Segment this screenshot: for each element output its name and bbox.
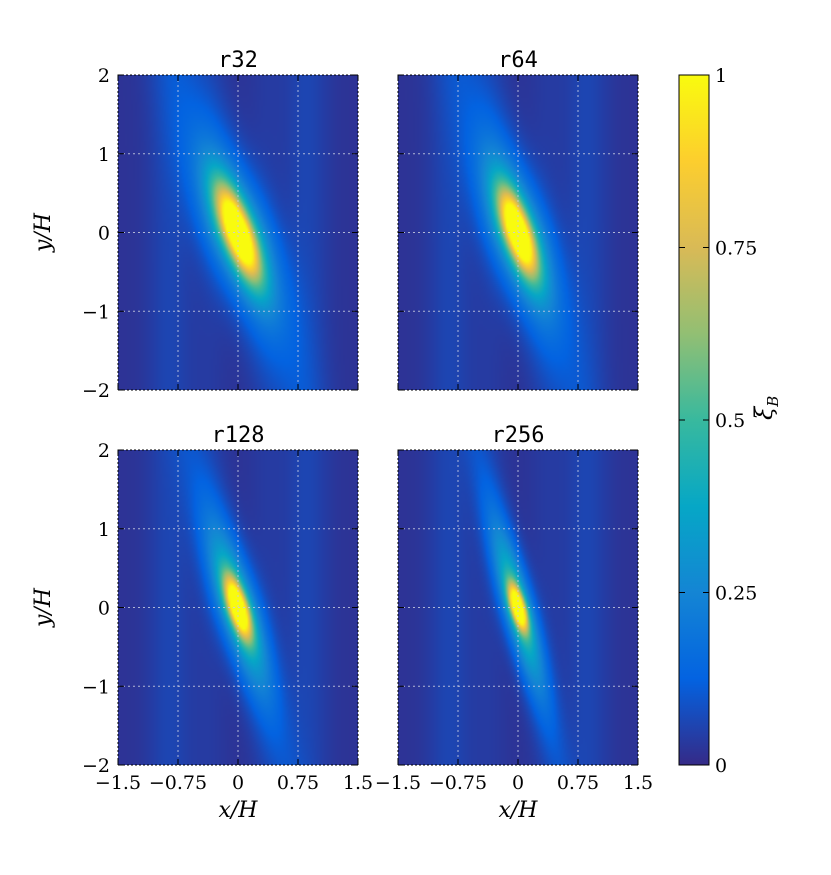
colorbar-ticks: 1 0.75 0.5 0.25 0 (679, 65, 757, 777)
y-axis-label: y/H (31, 212, 56, 253)
y-tick-label: −2 (82, 755, 110, 777)
colorbar-tick-label: 0.75 (715, 238, 757, 260)
x-tick-label: 1.5 (623, 772, 653, 794)
x-tick-label: −1.5 (375, 772, 421, 794)
panel-r128: r128 2 1 0 −1 −2−1.5 −0.75 0 0.75 1.5 y/H x/H (31, 423, 373, 823)
panel-title: r128 (212, 423, 265, 448)
y-tick-label: 0 (98, 223, 110, 245)
x-tick-label: −1.5 (95, 772, 141, 794)
y-tick-label: 2 (98, 65, 110, 87)
colorbar-label: ξB (750, 396, 782, 420)
x-tick-label: 0 (232, 772, 244, 794)
y-tick-label: −1 (82, 301, 110, 323)
x-axis-label: x/H (218, 798, 258, 823)
colorbar-label-sub: B (764, 396, 782, 408)
panel-title: r64 (498, 48, 538, 73)
x-tick-label: 0.75 (277, 772, 319, 794)
colorbar-label-main: ξ (750, 405, 778, 420)
colorbar: 1 0.75 0.5 0.25 0 ξB (678, 65, 782, 777)
y-tick-label: 1 (98, 519, 110, 541)
panel-r32: r32 2 1 0 −1 −2 y/H (31, 48, 359, 402)
y-tick-label: −2 (82, 380, 110, 402)
colorbar-tick-label: 0.5 (715, 410, 745, 432)
panel-title: r256 (492, 423, 545, 448)
y-tick-label: −1 (82, 676, 110, 698)
colorbar-tick-label: 0.25 (715, 583, 757, 605)
panel-title: r32 (218, 48, 258, 73)
panel-r256: r256 −1.5 −0.75 0 0.75 1.5 x/H (375, 423, 653, 823)
y-tick-label: 1 (98, 144, 110, 166)
colorbar-tick-label: 0 (715, 755, 727, 777)
panel-r64: r64 (397, 48, 639, 391)
y-tick-label: 0 (98, 598, 110, 620)
x-tick-label: 0.75 (557, 772, 599, 794)
x-tick-label: −0.75 (429, 772, 487, 794)
x-tick-label: −0.75 (149, 772, 207, 794)
y-axis-label: y/H (31, 587, 56, 628)
x-tick-label: 1.5 (343, 772, 373, 794)
colorbar-tick-label: 1 (715, 65, 727, 87)
x-tick-label: 0 (512, 772, 524, 794)
x-axis-label: x/H (498, 798, 538, 823)
y-tick-label: 2 (98, 440, 110, 462)
